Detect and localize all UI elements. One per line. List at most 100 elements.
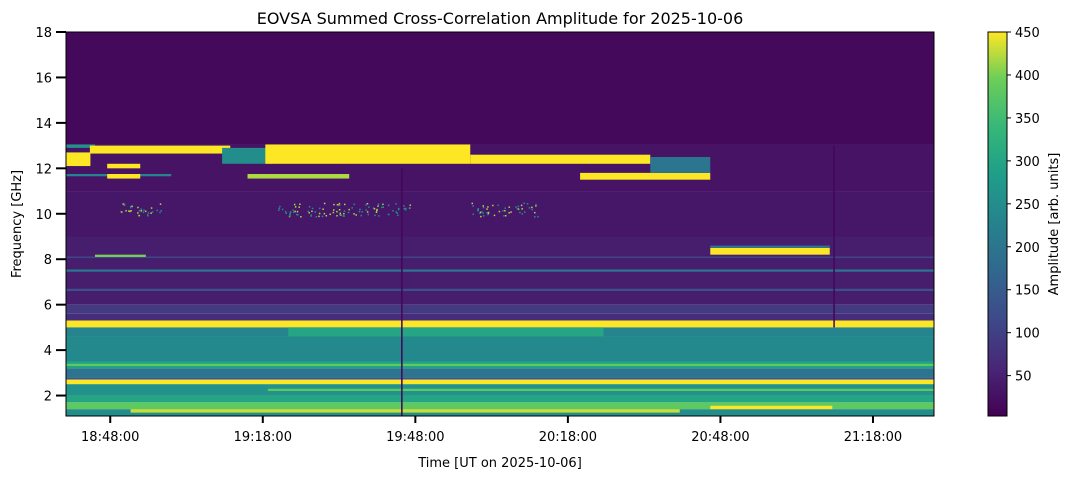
heatmap-band (66, 368, 934, 378)
y-tick-label: 2 (44, 390, 52, 405)
heatmap-feature (66, 363, 934, 367)
emission-point (125, 209, 127, 212)
emission-point (329, 213, 331, 216)
emission-point (365, 209, 367, 211)
emission-point (336, 210, 338, 213)
emission-point (159, 203, 162, 205)
x-tick-label: 19:48:00 (386, 430, 444, 445)
emission-point (338, 209, 341, 211)
emission-point (395, 203, 397, 205)
emission-point (294, 210, 296, 213)
emission-point (493, 214, 496, 217)
emission-point (340, 214, 342, 216)
emission-point (365, 204, 367, 206)
colorbar-tick-label: 450 (1015, 26, 1040, 41)
emission-point (521, 213, 524, 215)
heatmap-feature (833, 145, 835, 328)
heatmap-feature (89, 145, 231, 154)
emission-point (482, 215, 485, 217)
heatmap-feature (265, 144, 471, 164)
emission-point (366, 211, 369, 213)
heatmap-feature (94, 254, 146, 257)
emission-point (382, 203, 384, 206)
emission-point (343, 203, 346, 206)
emission-point (508, 212, 510, 214)
emission-point (482, 212, 484, 214)
emission-point (323, 202, 326, 205)
emission-point (523, 211, 526, 213)
emission-point (404, 209, 407, 211)
heatmap-band (66, 191, 934, 237)
emission-point (534, 216, 536, 218)
emission-point (123, 203, 126, 205)
emission-point (310, 215, 312, 217)
y-tick-label: 6 (44, 299, 52, 314)
colorbar-tick-label: 300 (1015, 155, 1040, 170)
emission-point (281, 208, 284, 211)
emission-point (314, 211, 317, 213)
colorbar-tick-label: 350 (1015, 112, 1040, 127)
emission-point (372, 207, 375, 209)
emission-point (160, 209, 163, 212)
emission-point (398, 207, 400, 210)
emission-point (519, 211, 521, 214)
heatmap-feature (650, 156, 711, 173)
emission-point (289, 213, 291, 215)
chart-title: EOVSA Summed Cross-Correlation Amplitude… (257, 9, 744, 28)
emission-point (531, 206, 533, 209)
emission-point (147, 215, 149, 217)
emission-point (504, 210, 506, 212)
emission-point (523, 202, 525, 205)
emission-point (481, 211, 483, 213)
emission-point (528, 207, 531, 209)
emission-point (403, 207, 405, 210)
emission-point (310, 214, 312, 216)
emission-point (138, 214, 140, 217)
heatmap-band (66, 402, 934, 410)
colorbar-tick-label: 250 (1015, 198, 1040, 213)
emission-point (517, 205, 520, 208)
heatmap-band (66, 288, 934, 292)
emission-point (503, 215, 505, 217)
emission-point (510, 211, 512, 213)
heatmap-feature (107, 163, 141, 169)
emission-point (498, 210, 501, 213)
emission-point (150, 212, 152, 214)
emission-point (130, 205, 132, 208)
emission-point (377, 205, 379, 207)
emission-point (318, 215, 320, 218)
emission-point (325, 214, 328, 217)
emission-point (486, 208, 488, 210)
emission-point (521, 208, 523, 210)
heatmap-area (66, 32, 934, 416)
emission-point (278, 207, 281, 210)
emission-point (311, 210, 313, 213)
emission-point (347, 211, 350, 214)
emission-point (144, 210, 147, 213)
emission-point (368, 206, 370, 208)
emission-point (343, 210, 346, 212)
emission-point (397, 208, 400, 211)
heatmap-band (66, 304, 934, 314)
emission-point (150, 207, 153, 209)
emission-point (296, 210, 299, 213)
heatmap-band (66, 395, 934, 403)
heatmap-feature (288, 327, 604, 337)
emission-point (318, 212, 321, 215)
emission-point (387, 213, 390, 216)
emission-point (396, 212, 399, 214)
heatmap-feature (710, 405, 833, 410)
colorbar-tick-label: 150 (1015, 284, 1040, 299)
heatmap-feature (130, 409, 680, 413)
emission-point (376, 208, 378, 211)
emission-point (140, 210, 143, 212)
emission-point (278, 209, 280, 211)
emission-point (361, 210, 363, 213)
emission-point (315, 216, 318, 218)
emission-point (289, 211, 292, 213)
emission-point (322, 208, 324, 210)
x-tick-label: 18:48:00 (81, 430, 139, 445)
emission-point (395, 211, 397, 213)
emission-point (338, 204, 341, 206)
emission-point (120, 211, 123, 213)
